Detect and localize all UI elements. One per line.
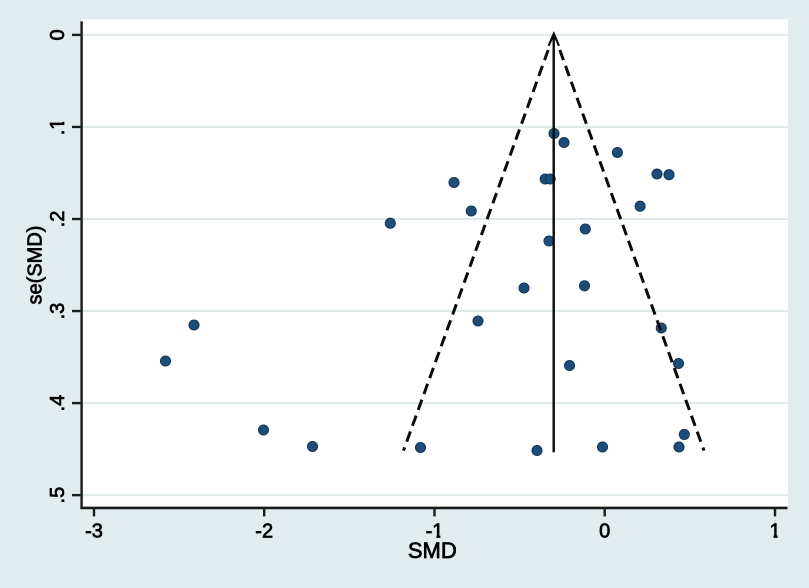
svg-text:.3: .3 bbox=[47, 303, 69, 320]
svg-text:-3: -3 bbox=[85, 521, 103, 543]
svg-text:.4: .4 bbox=[47, 395, 69, 412]
svg-text:se(SMD): se(SMD) bbox=[25, 226, 47, 305]
svg-text:SMD: SMD bbox=[408, 538, 457, 563]
svg-text:1: 1 bbox=[769, 521, 780, 543]
svg-text:-1: -1 bbox=[426, 521, 444, 543]
svg-text:.1: .1 bbox=[47, 119, 69, 136]
svg-text:-2: -2 bbox=[255, 521, 273, 543]
svg-text:.2: .2 bbox=[47, 211, 69, 228]
svg-text:0: 0 bbox=[599, 521, 610, 543]
svg-text:.5: .5 bbox=[47, 487, 69, 504]
svg-text:0: 0 bbox=[47, 29, 69, 40]
